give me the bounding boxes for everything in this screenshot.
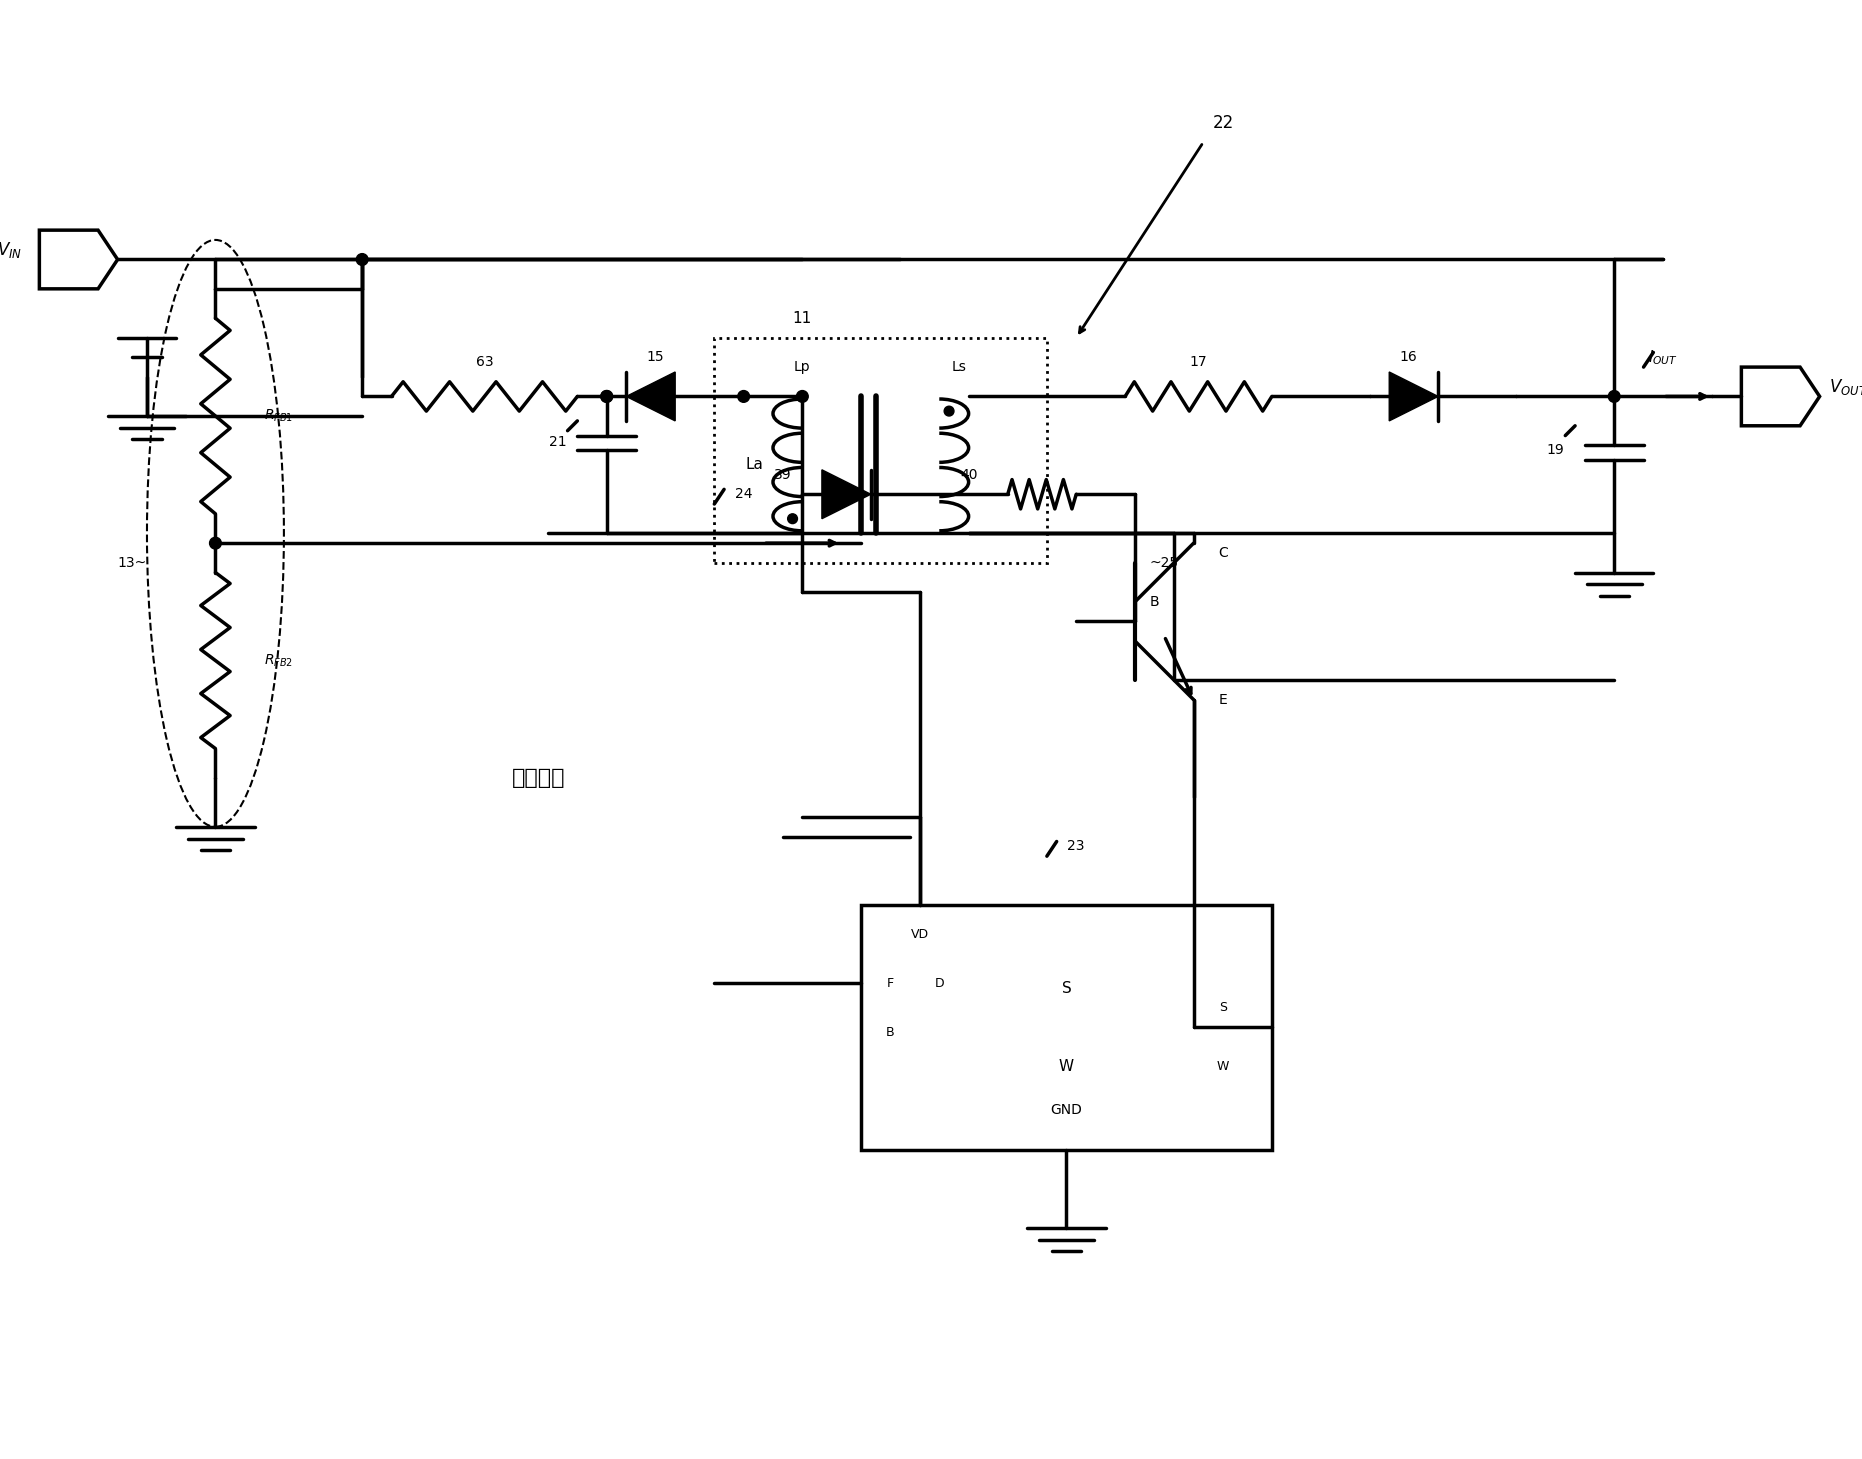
Bar <box>860 905 1272 1150</box>
Text: B: B <box>886 1026 894 1039</box>
Text: 13~: 13~ <box>117 556 147 569</box>
Text: GND: GND <box>1050 1103 1082 1118</box>
Circle shape <box>210 537 222 549</box>
Circle shape <box>797 391 808 403</box>
Text: C: C <box>1218 546 1227 560</box>
Circle shape <box>944 406 953 416</box>
Circle shape <box>788 514 797 524</box>
Text: 21: 21 <box>549 435 566 449</box>
Text: $R_{FB1}$: $R_{FB1}$ <box>264 409 294 425</box>
Text: $I_{OUT}$: $I_{OUT}$ <box>1648 347 1678 366</box>
Circle shape <box>737 391 750 403</box>
Text: 22: 22 <box>1212 114 1233 131</box>
Circle shape <box>356 254 369 266</box>
Text: 63: 63 <box>475 355 493 369</box>
Text: 15: 15 <box>646 350 665 365</box>
Text: $V_{IN}$: $V_{IN}$ <box>0 239 22 260</box>
Text: 23: 23 <box>1067 839 1086 854</box>
Text: Ls: Ls <box>951 360 966 374</box>
Text: 24: 24 <box>735 487 752 502</box>
Text: W: W <box>1059 1059 1074 1074</box>
Text: 39: 39 <box>775 468 791 481</box>
Text: F: F <box>886 978 894 989</box>
Circle shape <box>1609 391 1620 403</box>
Text: S: S <box>1061 980 1071 995</box>
Text: 16: 16 <box>1400 350 1417 365</box>
Polygon shape <box>626 372 676 420</box>
Text: 反馈信号: 反馈信号 <box>512 767 564 788</box>
Text: 17: 17 <box>1190 355 1207 369</box>
Text: 11: 11 <box>793 311 812 325</box>
Text: 40: 40 <box>961 468 978 481</box>
Text: VD: VD <box>911 928 929 941</box>
Text: ~25: ~25 <box>1149 556 1179 569</box>
Text: $R_{FB2}$: $R_{FB2}$ <box>264 652 294 668</box>
Text: B: B <box>1149 595 1160 608</box>
Text: 19: 19 <box>1547 444 1564 457</box>
Text: E: E <box>1218 693 1227 706</box>
Circle shape <box>601 391 613 403</box>
Polygon shape <box>821 470 871 519</box>
Text: La: La <box>745 458 763 473</box>
Text: D: D <box>935 978 944 989</box>
Circle shape <box>601 391 613 403</box>
Text: W: W <box>1216 1061 1229 1072</box>
Text: S: S <box>1220 1001 1227 1014</box>
Text: $V_{OUT}$: $V_{OUT}$ <box>1828 376 1862 397</box>
Text: Lp: Lp <box>793 360 810 374</box>
Bar <box>715 337 1046 563</box>
Polygon shape <box>1389 372 1437 420</box>
